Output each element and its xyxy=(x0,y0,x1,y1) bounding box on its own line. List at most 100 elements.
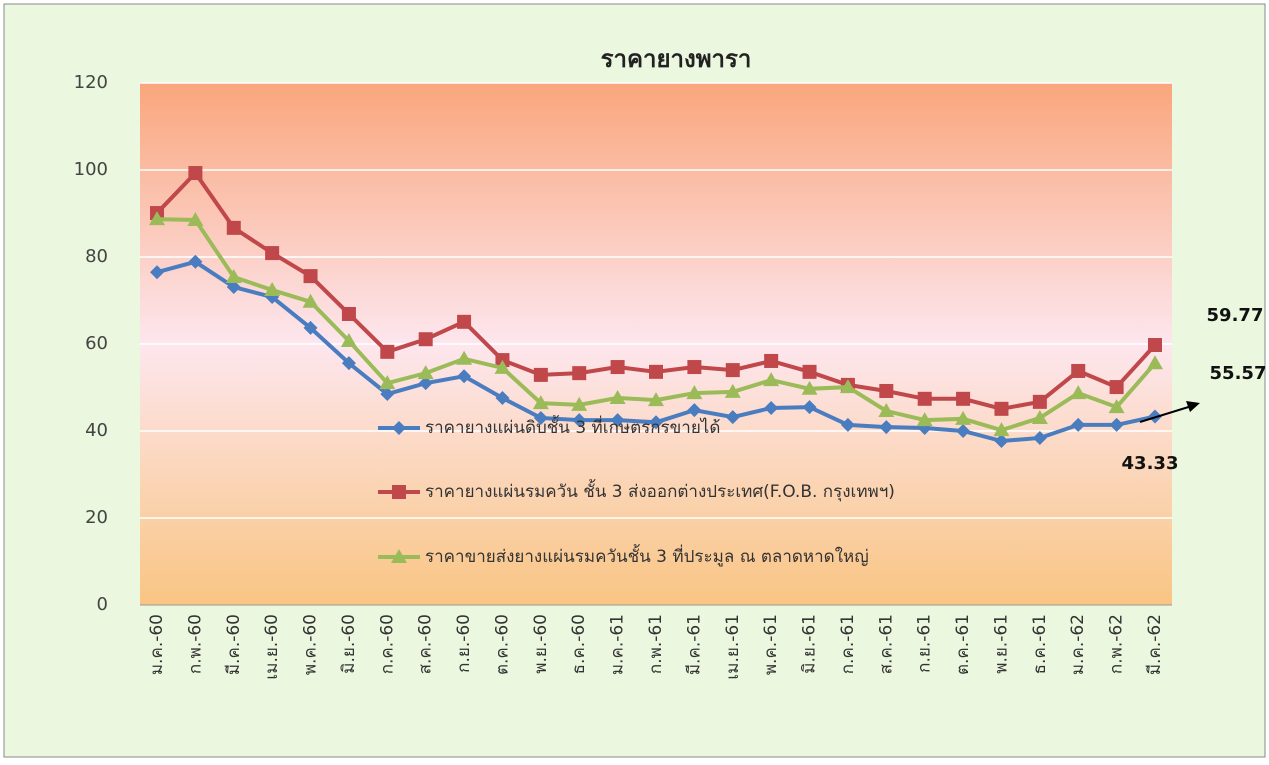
arrow xyxy=(1139,404,1196,423)
marker xyxy=(955,410,972,425)
marker xyxy=(457,314,472,329)
x-tick-label: ก.ย.-60 xyxy=(454,614,474,673)
marker xyxy=(264,282,281,297)
marker xyxy=(265,246,280,261)
marker xyxy=(188,166,203,181)
marker xyxy=(226,220,241,235)
marker xyxy=(686,385,703,400)
x-tick-label: ต.ค.-60 xyxy=(492,614,512,675)
marker xyxy=(1071,417,1086,432)
marker xyxy=(610,360,625,375)
x-tick-label: ม.ค.-60 xyxy=(147,614,167,675)
x-tick-label: ก.ย.-61 xyxy=(915,614,935,673)
marker xyxy=(380,387,395,402)
x-tick-label: มิ.ย.-60 xyxy=(339,614,359,674)
x-tick-label: ก.พ.-60 xyxy=(185,614,205,674)
marker xyxy=(878,402,895,417)
data-label: 59.77 xyxy=(1207,305,1264,326)
x-tick-label: ส.ค.-61 xyxy=(876,614,896,674)
marker xyxy=(303,269,318,284)
x-tick-label: พ.ย.-60 xyxy=(531,614,551,674)
marker xyxy=(879,420,894,435)
marker xyxy=(724,383,741,398)
marker xyxy=(532,395,549,410)
marker xyxy=(1147,355,1163,370)
marker xyxy=(1148,338,1162,353)
x-tick-label: ธ.ค.-61 xyxy=(1030,614,1050,674)
marker xyxy=(879,383,894,398)
marker xyxy=(533,367,548,382)
marker xyxy=(687,360,702,375)
marker xyxy=(303,320,318,335)
marker xyxy=(1108,399,1125,414)
marker xyxy=(225,269,242,284)
marker xyxy=(379,375,396,390)
marker xyxy=(495,390,510,405)
marker xyxy=(917,391,932,406)
legend-label: ราคาขายส่งยางแผ่นรมควันชั้น 3 ที่ประมูล … xyxy=(425,544,869,567)
marker xyxy=(1032,394,1047,409)
marker xyxy=(302,293,319,308)
marker xyxy=(994,401,1009,416)
marker xyxy=(456,350,473,365)
marker xyxy=(572,413,587,428)
marker xyxy=(417,365,434,380)
x-tick-label: ก.พ.-62 xyxy=(1107,614,1127,674)
y-tick-label: 60 xyxy=(85,333,108,354)
legend-label: ราคายางแผ่นดิบชั้น 3 ที่เกษตรกรขายได้ xyxy=(425,415,720,438)
marker xyxy=(392,421,406,435)
marker xyxy=(1109,380,1124,395)
arrow-head xyxy=(1186,401,1200,412)
marker xyxy=(1109,417,1124,432)
marker xyxy=(763,372,780,387)
x-tick-label: ก.พ.-61 xyxy=(646,614,666,674)
marker xyxy=(840,417,855,432)
marker xyxy=(572,366,587,381)
x-tick-label: ม.ค.-61 xyxy=(608,614,628,675)
marker xyxy=(956,391,971,406)
marker xyxy=(1070,385,1087,400)
x-tick-label: ม.ค.-62 xyxy=(1068,614,1088,675)
x-tick-label: เม.ย.-61 xyxy=(723,614,743,680)
marker xyxy=(571,396,588,411)
legend-label: ราคายางแผ่นรมควัน ชั้น 3 ส่งออกต่างประเท… xyxy=(425,479,895,502)
marker xyxy=(687,403,702,418)
marker xyxy=(610,413,625,428)
marker xyxy=(533,410,548,425)
x-tick-label: ก.ค.-60 xyxy=(377,614,397,674)
marker xyxy=(149,211,165,226)
y-tick-label: 0 xyxy=(97,594,108,615)
marker xyxy=(188,254,203,269)
marker xyxy=(649,415,663,430)
x-tick-label: ส.ค.-60 xyxy=(416,614,436,674)
marker xyxy=(725,410,740,425)
marker xyxy=(764,400,779,415)
marker xyxy=(764,353,779,368)
marker xyxy=(802,364,817,379)
marker xyxy=(341,306,356,321)
marker xyxy=(187,212,204,227)
marker xyxy=(725,363,740,378)
x-tick-label: ต.ค.-61 xyxy=(953,614,973,675)
y-tick-label: 100 xyxy=(74,159,108,180)
marker xyxy=(993,422,1010,437)
y-tick-label: 40 xyxy=(85,420,108,441)
x-tick-label: ก.ค.-61 xyxy=(838,614,858,674)
marker xyxy=(956,424,971,438)
marker xyxy=(994,434,1009,449)
marker xyxy=(649,364,663,379)
marker xyxy=(609,389,626,404)
marker xyxy=(648,392,664,407)
y-tick-label: 120 xyxy=(74,72,108,93)
marker xyxy=(391,549,407,563)
marker xyxy=(801,380,818,395)
y-tick-label: 20 xyxy=(85,507,108,528)
x-tick-label: พ.ย.-61 xyxy=(991,614,1011,674)
x-tick-label: พ.ค.-60 xyxy=(301,614,321,675)
x-tick-label: ธ.ค.-60 xyxy=(569,614,589,674)
marker xyxy=(494,359,511,374)
x-tick-label: เม.ย.-60 xyxy=(262,614,282,680)
x-tick-label: มิ.ย.-61 xyxy=(800,614,820,674)
marker xyxy=(150,265,164,280)
